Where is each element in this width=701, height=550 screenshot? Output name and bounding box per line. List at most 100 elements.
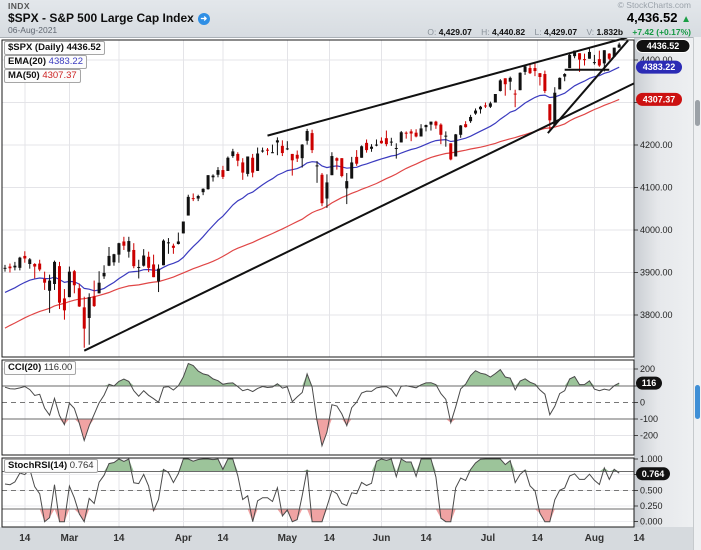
candle-body <box>266 149 270 151</box>
open-label: O: <box>427 27 437 37</box>
legend-symbol-text: $SPX (Daily) 4436.52 <box>8 42 101 53</box>
candle-body <box>157 268 161 282</box>
indicator-fill-red <box>5 509 620 522</box>
panel-bg <box>2 40 634 357</box>
indicator-fill-green <box>5 363 620 386</box>
panel-border <box>1 457 635 528</box>
candle-body <box>300 144 304 159</box>
candle-body <box>216 170 220 175</box>
candle-body <box>226 157 230 171</box>
price-axis-label: 3800.00 <box>640 310 673 320</box>
stochrsi-panel-label: StochRSI(14) 0.764 <box>4 459 98 473</box>
candle-body <box>429 121 433 125</box>
candle-body <box>231 151 235 157</box>
scrollbar-thumb[interactable] <box>695 385 700 419</box>
candle-body <box>43 278 47 283</box>
legend-ema: EMA(20) 4383.22 <box>4 55 87 69</box>
info-icon[interactable]: ➜ <box>197 13 210 25</box>
candle-body <box>3 267 7 269</box>
candle-body <box>246 156 250 174</box>
scrollbar-marker[interactable] <box>695 100 700 126</box>
candle-body <box>548 104 552 121</box>
candle-body <box>454 134 458 157</box>
candle-body <box>444 135 448 137</box>
x-axis-label: 14 <box>532 533 544 544</box>
cci-panel-label: CCI(20) 116.00 <box>4 361 77 375</box>
candle-body <box>181 221 185 234</box>
candle-body <box>122 241 126 246</box>
stochrsi-axis-label: 0.000 <box>640 517 663 527</box>
candle-body <box>77 288 81 307</box>
stochrsi-pill-text: 0.764 <box>642 469 665 479</box>
candle-body <box>117 243 121 255</box>
candle-body <box>587 51 591 59</box>
candle-body <box>360 146 364 158</box>
up-triangle-icon: ▲ <box>681 14 691 25</box>
candle-body <box>335 158 339 161</box>
trendline <box>267 36 628 137</box>
candle-body <box>211 175 215 178</box>
cci-pill-text: 116 <box>642 378 657 388</box>
candle-body <box>374 144 378 146</box>
candle-body <box>488 103 492 107</box>
candle-body <box>72 271 76 286</box>
cci-value: 116.00 <box>43 362 73 373</box>
candle-body <box>518 72 522 91</box>
last-price-value: 4,436.52 <box>626 10 678 25</box>
candle-body <box>261 150 265 152</box>
candle-body <box>13 265 17 268</box>
candle-body <box>469 116 473 122</box>
candle-body <box>305 130 309 141</box>
low-label: L: <box>534 27 542 37</box>
last-price: 4,436.52 ▲ <box>427 11 691 26</box>
candle-body <box>345 181 349 189</box>
candle-body <box>8 266 12 269</box>
candle-body <box>270 152 274 154</box>
candle-body <box>152 264 156 278</box>
candle-body <box>102 272 106 277</box>
stochrsi-pill <box>636 467 670 481</box>
x-axis-label: 14 <box>113 533 125 544</box>
price-axis-gutter <box>634 37 694 550</box>
candle-body <box>597 59 601 66</box>
legend-ema-label: EMA(20) <box>8 56 47 67</box>
price-axis-label: 4400.00 <box>640 55 673 65</box>
candle-body <box>607 53 611 59</box>
cci-pill <box>636 376 662 390</box>
candle-body <box>340 158 344 177</box>
candle-body <box>434 121 438 126</box>
cci-axis-label: -100 <box>640 414 658 424</box>
candle-body <box>33 264 37 267</box>
candle-body <box>107 255 111 266</box>
panel-border <box>1 359 635 456</box>
candle-body <box>563 74 567 77</box>
candle-body <box>508 77 512 82</box>
cci-axis-label: 0 <box>640 397 645 407</box>
candle-body <box>251 157 255 173</box>
candle-body <box>171 245 175 248</box>
candle-body <box>206 175 210 190</box>
candle-body <box>241 162 245 173</box>
candle-body <box>424 125 428 128</box>
candle-body <box>409 131 413 134</box>
ema-price-pill-text: 4383.22 <box>643 62 676 72</box>
candle-body <box>558 77 562 90</box>
candle-body <box>97 282 101 294</box>
indicator-fill-green <box>5 459 620 472</box>
candle-body <box>464 124 468 128</box>
candle-body <box>236 153 240 161</box>
x-axis-label: Mar <box>60 533 78 544</box>
candle-body <box>23 255 27 259</box>
candle-body <box>196 196 200 199</box>
candle-body <box>186 196 190 216</box>
candle-body <box>147 256 151 268</box>
candle-body <box>132 249 136 267</box>
ma-price-pill <box>636 92 682 106</box>
candle-body <box>38 263 42 270</box>
candle-body <box>503 78 507 85</box>
vertical-scrollbar[interactable] <box>693 37 701 550</box>
x-axis-label: 14 <box>420 533 432 544</box>
candle-body <box>166 242 170 244</box>
candle-body <box>478 106 482 110</box>
